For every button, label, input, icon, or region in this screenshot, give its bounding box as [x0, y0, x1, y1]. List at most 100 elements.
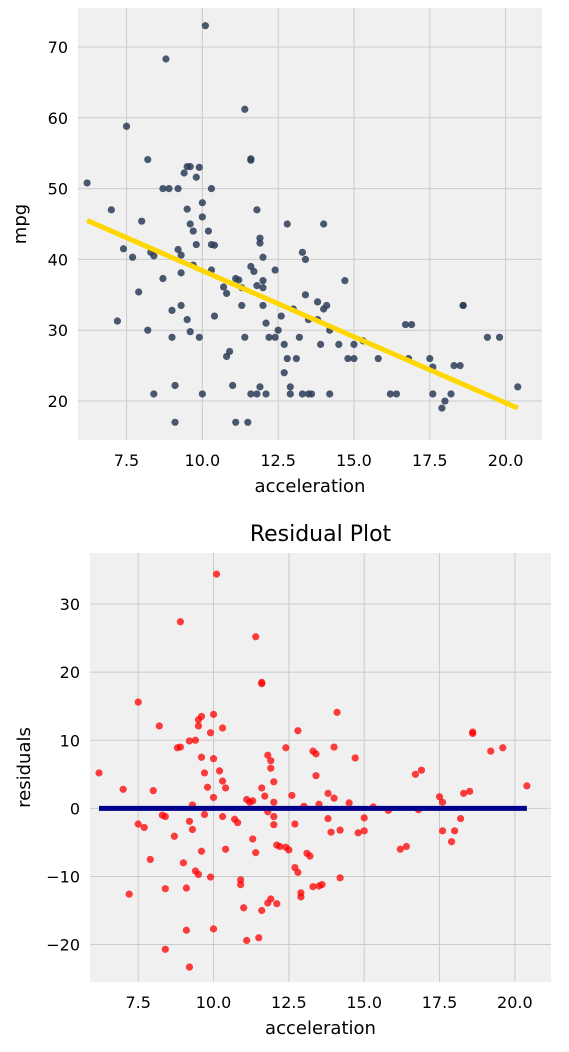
data-point [307, 390, 316, 398]
data-point [159, 274, 167, 283]
data-point [119, 785, 127, 793]
data-point [270, 812, 278, 821]
y-axis-label: mpg [10, 204, 31, 244]
x-axis-label: acceleration [265, 1018, 376, 1039]
data-point [258, 906, 266, 915]
data-point [459, 301, 467, 310]
data-point [185, 963, 194, 971]
data-point [235, 276, 243, 284]
data-point [324, 789, 332, 797]
residual-plot-panel: 7.5 10.0 12.5 15.0 17.5 20.0 −20 −10 0 10 20 30 acce… [0, 505, 569, 1052]
data-point [207, 184, 216, 193]
data-point [318, 881, 326, 889]
data-point [392, 390, 401, 398]
data-point [438, 798, 447, 806]
data-point [286, 383, 294, 391]
data-point [198, 199, 206, 207]
data-point [195, 163, 203, 171]
data-point [259, 301, 267, 310]
y-axis-label: residuals [14, 727, 35, 808]
data-point [201, 22, 209, 30]
data-point [218, 724, 227, 732]
data-point [191, 736, 200, 744]
data-point [185, 817, 194, 825]
data-point [267, 764, 275, 772]
data-point [354, 829, 362, 837]
plot-area [78, 8, 542, 440]
data-point [197, 712, 206, 721]
data-point [270, 778, 278, 786]
data-point [182, 926, 191, 934]
mpg-scatter-panel: 7.5 10.0 12.5 15.0 17.5 20.0 20 30 40 50 60 70 accel… [0, 0, 552, 505]
y-tick-label: 0 [70, 799, 80, 818]
data-point [323, 301, 331, 310]
data-point [285, 846, 293, 854]
x-tick-label: 10.0 [196, 993, 232, 1012]
data-point [197, 847, 206, 855]
data-point [253, 390, 261, 398]
data-point [402, 842, 410, 851]
data-point [219, 283, 228, 291]
data-point [107, 206, 115, 214]
data-point [258, 680, 266, 688]
data-point [189, 227, 197, 235]
data-point [273, 900, 281, 908]
data-point [252, 849, 260, 857]
data-point [192, 240, 200, 249]
data-point [249, 835, 257, 843]
data-point [514, 383, 522, 391]
data-point [313, 298, 322, 306]
data-point [134, 698, 142, 706]
data-point [523, 782, 531, 790]
data-point [435, 793, 444, 801]
x-tick-label: 17.5 [422, 993, 458, 1012]
data-point [207, 240, 216, 249]
data-point [270, 798, 278, 806]
data-point [194, 722, 203, 730]
y-tick-label: 20 [48, 392, 68, 411]
data-point [350, 340, 358, 348]
data-point [188, 825, 197, 834]
data-point [283, 220, 291, 228]
data-point [407, 320, 416, 329]
data-point [466, 787, 474, 795]
data-point [286, 390, 294, 398]
data-point [95, 769, 103, 777]
data-point [203, 783, 212, 791]
data-point [165, 184, 173, 193]
data-point [144, 155, 152, 164]
data-point [374, 354, 382, 363]
data-point [426, 354, 434, 363]
data-point [280, 340, 288, 348]
data-point [180, 169, 188, 177]
data-point [274, 326, 282, 334]
data-point [200, 810, 209, 819]
x-tick-label: 12.5 [260, 451, 296, 470]
x-tick-label: 17.5 [412, 451, 448, 470]
data-point [177, 251, 185, 259]
data-point [457, 814, 465, 823]
data-point [237, 876, 245, 884]
data-point [221, 784, 230, 792]
data-point [301, 291, 310, 299]
data-point [159, 184, 167, 193]
data-point [177, 301, 185, 310]
y-tick-label: 30 [60, 595, 80, 614]
data-point [209, 755, 218, 763]
data-point [259, 284, 267, 292]
y-tick-label: −10 [46, 867, 80, 886]
data-point [243, 795, 251, 804]
data-point [240, 904, 248, 912]
data-point [244, 418, 252, 426]
data-point [215, 767, 224, 775]
data-point [292, 354, 300, 363]
data-point [483, 333, 492, 341]
data-point [336, 874, 344, 882]
data-point [198, 390, 206, 398]
data-point [324, 814, 332, 823]
data-point [294, 727, 302, 735]
data-point [441, 397, 449, 405]
data-point [161, 945, 169, 953]
data-point [183, 316, 191, 324]
data-point [247, 156, 255, 164]
